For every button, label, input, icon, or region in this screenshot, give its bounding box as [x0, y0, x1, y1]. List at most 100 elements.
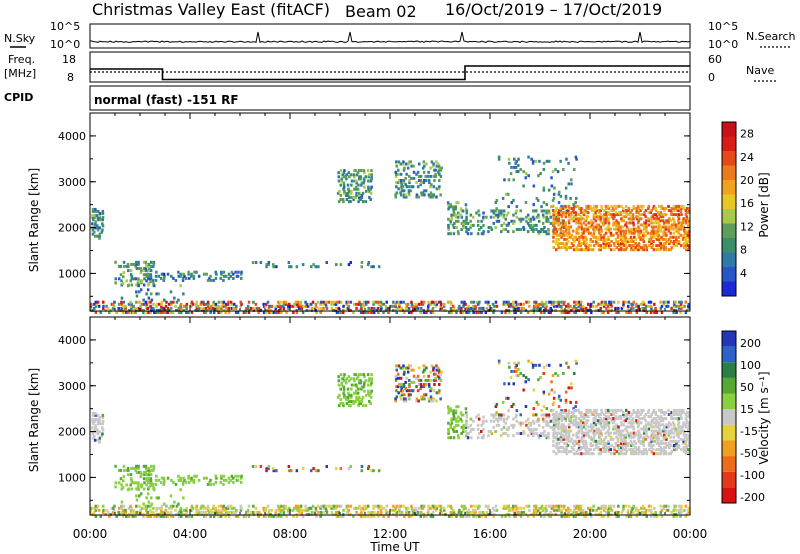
power-cell	[655, 244, 658, 248]
power-cell	[582, 229, 586, 233]
power-cell	[545, 203, 548, 207]
power-cell	[527, 300, 531, 304]
power-cell	[632, 204, 635, 208]
velocity-cell	[189, 508, 193, 512]
power-cell	[449, 203, 452, 207]
velocity-cell	[296, 504, 300, 508]
velocity-cell	[663, 433, 666, 437]
y-tick-label: 2000	[58, 426, 86, 439]
velocity-cell	[535, 512, 539, 516]
velocity-cell	[447, 436, 450, 440]
velocity-cell	[624, 427, 627, 431]
power-cell	[428, 195, 431, 199]
power-cell	[586, 308, 590, 312]
power-cell	[461, 311, 465, 314]
power-cell	[625, 221, 628, 225]
velocity-cell	[230, 474, 234, 478]
power-cell	[607, 221, 611, 225]
velocity-cell	[507, 409, 510, 413]
power-cell	[562, 223, 565, 227]
velocity-cell	[400, 393, 404, 397]
velocity-cell	[475, 415, 478, 419]
velocity-cell	[422, 515, 426, 518]
velocity-cell	[192, 478, 196, 482]
velocity-cell	[639, 413, 642, 416]
velocity-cell	[619, 429, 622, 433]
power-cell	[339, 183, 342, 187]
velocity-cell	[129, 508, 133, 512]
power-cell	[345, 198, 349, 201]
velocity-cell	[587, 448, 591, 452]
velocity-cell	[449, 407, 452, 411]
velocity-cell	[685, 421, 688, 425]
velocity-cell	[146, 492, 150, 496]
power-cell	[501, 196, 505, 200]
power-cell	[567, 221, 571, 225]
velocity-cell	[193, 474, 196, 478]
power-cell	[97, 304, 101, 308]
velocity-cell	[422, 504, 426, 508]
velocity-cell	[120, 510, 123, 514]
power-cell	[653, 311, 656, 314]
velocity-cell	[397, 372, 400, 376]
velocity-cell	[415, 385, 418, 389]
power-cell	[685, 211, 688, 215]
power-cell	[650, 306, 653, 310]
velocity-cell	[387, 512, 391, 516]
power-cell	[578, 207, 581, 210]
power-cell	[567, 306, 570, 310]
power-cell	[447, 228, 450, 231]
power-cell	[559, 159, 562, 163]
velocity-cell	[432, 504, 435, 508]
velocity-cell	[532, 434, 535, 438]
power-cell	[265, 265, 268, 269]
velocity-cell	[635, 508, 638, 512]
velocity-cell	[684, 515, 688, 518]
velocity-cell	[379, 508, 383, 512]
power-cell	[435, 300, 438, 304]
velocity-cell	[144, 477, 148, 481]
velocity-cell	[658, 427, 661, 431]
power-cell	[656, 227, 660, 231]
power-cell	[395, 300, 399, 304]
power-cell	[495, 304, 499, 308]
power-cell	[662, 225, 665, 229]
power-cell	[204, 306, 208, 310]
power-cell	[430, 160, 434, 164]
velocity-cell	[557, 450, 561, 454]
velocity-cell	[342, 389, 346, 393]
power-cell	[278, 302, 281, 306]
power-cell	[150, 260, 153, 264]
power-cell	[390, 304, 393, 308]
power-cell	[682, 221, 685, 225]
velocity-cell	[675, 515, 678, 518]
velocity-cell	[470, 427, 473, 431]
velocity-cell	[272, 469, 275, 473]
velocity-cell	[298, 510, 301, 514]
power-cell	[599, 308, 602, 312]
velocity-cell	[641, 504, 645, 508]
velocity-cell	[435, 368, 439, 372]
velocity-cell	[558, 394, 561, 398]
velocity-cell	[410, 504, 413, 508]
power-cell	[498, 211, 501, 215]
power-cell	[647, 300, 651, 304]
power-cell	[580, 308, 583, 312]
velocity-cell	[625, 429, 629, 433]
colorbar-segment	[722, 122, 736, 137]
velocity-cell	[578, 446, 581, 449]
velocity-cell	[650, 413, 653, 416]
power-cell	[628, 213, 631, 217]
velocity-cell	[333, 506, 336, 510]
power-cell	[136, 281, 140, 285]
velocity-cell	[159, 480, 163, 484]
power-cell	[419, 179, 423, 182]
power-cell	[599, 213, 603, 217]
power-cell	[567, 161, 570, 165]
velocity-cell	[577, 423, 581, 427]
power-cell	[582, 237, 585, 241]
velocity-cell	[449, 504, 453, 508]
velocity-cell	[545, 413, 548, 417]
power-cell	[417, 174, 421, 178]
power-cell	[394, 174, 398, 178]
